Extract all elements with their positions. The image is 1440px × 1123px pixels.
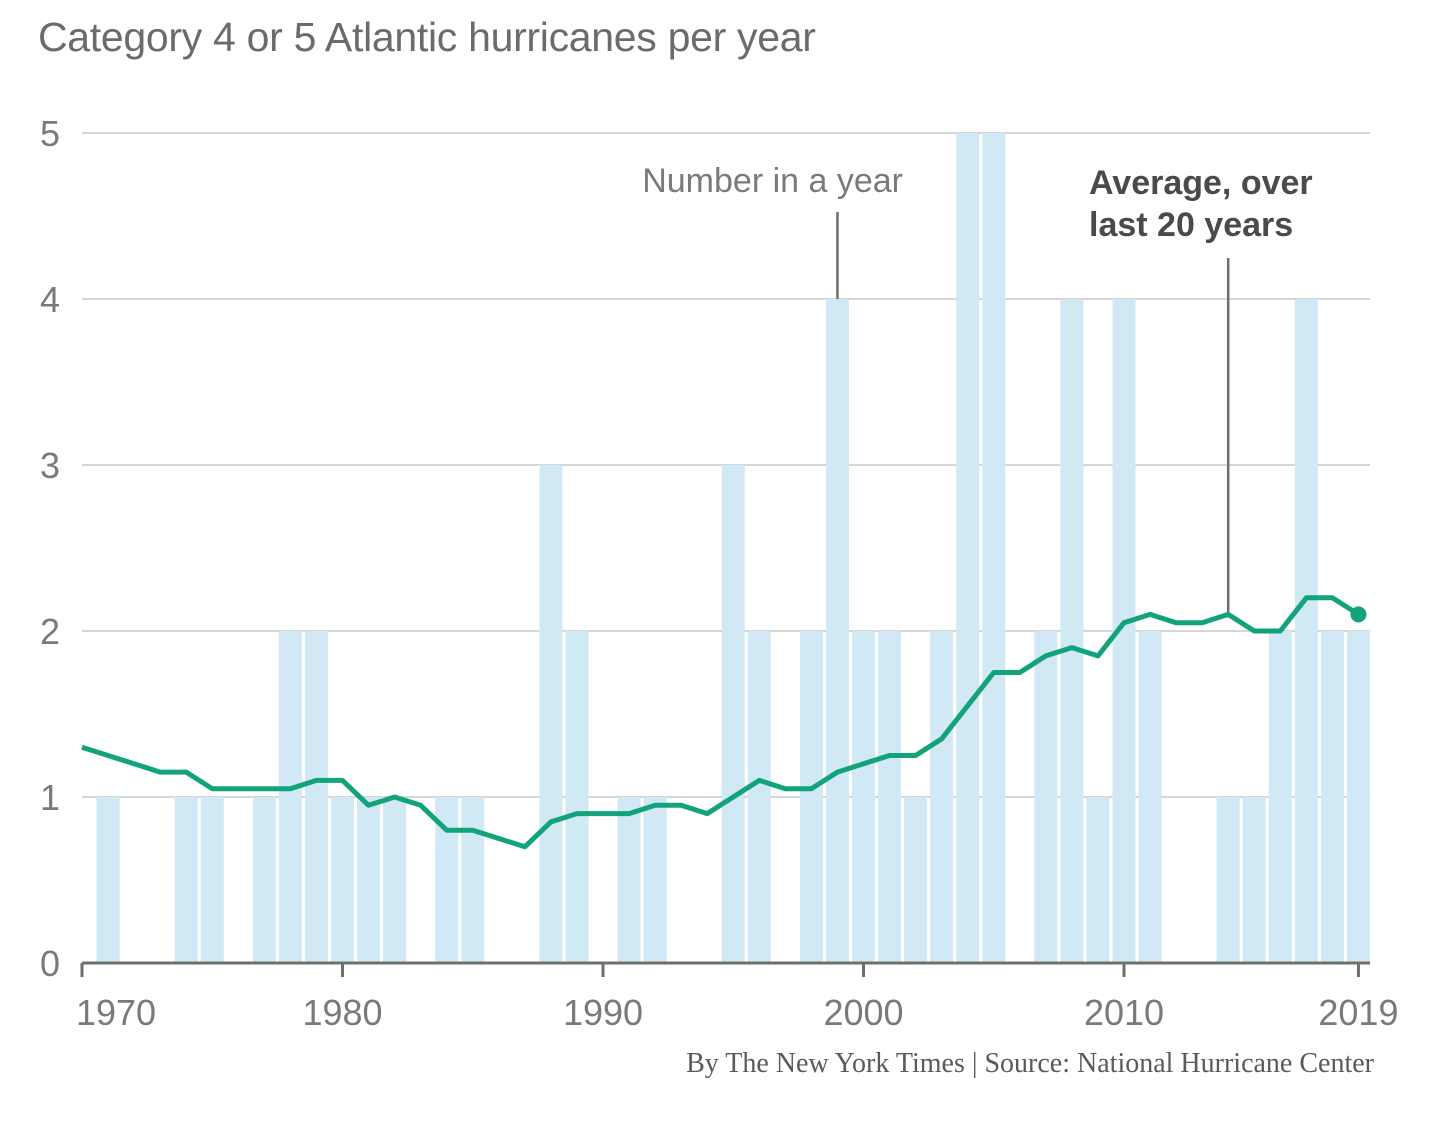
bar-2014: [1216, 797, 1240, 963]
y-tick-label: 2: [40, 611, 60, 652]
bar-2002: [904, 797, 928, 963]
bar-1988: [539, 465, 563, 963]
bar-1978: [278, 631, 302, 963]
annotation-number-in-a-year: Number in a year: [642, 162, 903, 200]
bar-1995: [721, 465, 745, 963]
bar-2007: [1034, 631, 1058, 963]
bar-1979: [304, 631, 328, 963]
bar-1985: [461, 797, 485, 963]
bar-2010: [1112, 299, 1136, 963]
y-tick-label: 3: [40, 445, 60, 486]
x-tick-label: 1990: [563, 992, 643, 1033]
x-tick-label: 1980: [302, 992, 382, 1033]
x-tick-label: 2010: [1084, 992, 1164, 1033]
y-tick-label: 1: [40, 777, 60, 818]
y-axis: 0 1 2 3 4 5: [40, 113, 60, 984]
annotations: Number in a year Average, over last 20 yea…: [642, 162, 1313, 615]
bar-1989: [565, 631, 589, 963]
credit-line: By The New York Times | Source: National…: [686, 1048, 1375, 1079]
bar-1975: [200, 797, 224, 963]
bar-1999: [825, 299, 849, 963]
bar-1974: [174, 797, 198, 963]
bar-2018: [1320, 631, 1344, 963]
bar-2004: [956, 133, 980, 963]
bar-2019: [1346, 631, 1370, 963]
bar-1971: [96, 797, 120, 963]
chart-title: Category 4 or 5 Atlantic hurricanes per …: [38, 14, 816, 60]
bar-1982: [383, 797, 407, 963]
bar-1998: [799, 631, 823, 963]
bar-2016: [1268, 631, 1292, 963]
bar-1981: [357, 797, 381, 963]
bar-1984: [435, 797, 459, 963]
average-line-path: [81, 595, 1360, 850]
bar-1996: [747, 631, 771, 963]
y-tick-label: 4: [40, 279, 60, 320]
bar-1980: [331, 797, 354, 963]
bar-2015: [1242, 797, 1266, 963]
bar-2001: [878, 631, 902, 963]
average-end-dot: [1350, 606, 1367, 623]
average-line: [81, 595, 1367, 850]
y-tick-label: 0: [40, 943, 60, 984]
x-axis: 1970 1980 1990 2000 2010 2019: [76, 961, 1398, 1033]
bar-1991: [617, 797, 641, 963]
x-tick-label: 1970: [76, 992, 156, 1033]
bars: [96, 133, 1370, 963]
bar-2000: [852, 631, 875, 963]
bar-2011: [1138, 631, 1162, 963]
bar-2009: [1086, 797, 1110, 963]
bar-1977: [252, 797, 276, 963]
bar-1992: [643, 797, 667, 963]
x-tick-label: 2019: [1318, 992, 1398, 1033]
bar-2005: [982, 133, 1006, 963]
bar-2008: [1060, 299, 1084, 963]
bar-2017: [1294, 299, 1318, 963]
annotation-average-line-2: last 20 years: [1089, 206, 1293, 244]
annotation-average-line-1: Average, over: [1089, 164, 1313, 202]
y-tick-label: 5: [40, 113, 60, 154]
bar-2003: [930, 631, 954, 963]
x-tick-label: 2000: [823, 992, 903, 1033]
